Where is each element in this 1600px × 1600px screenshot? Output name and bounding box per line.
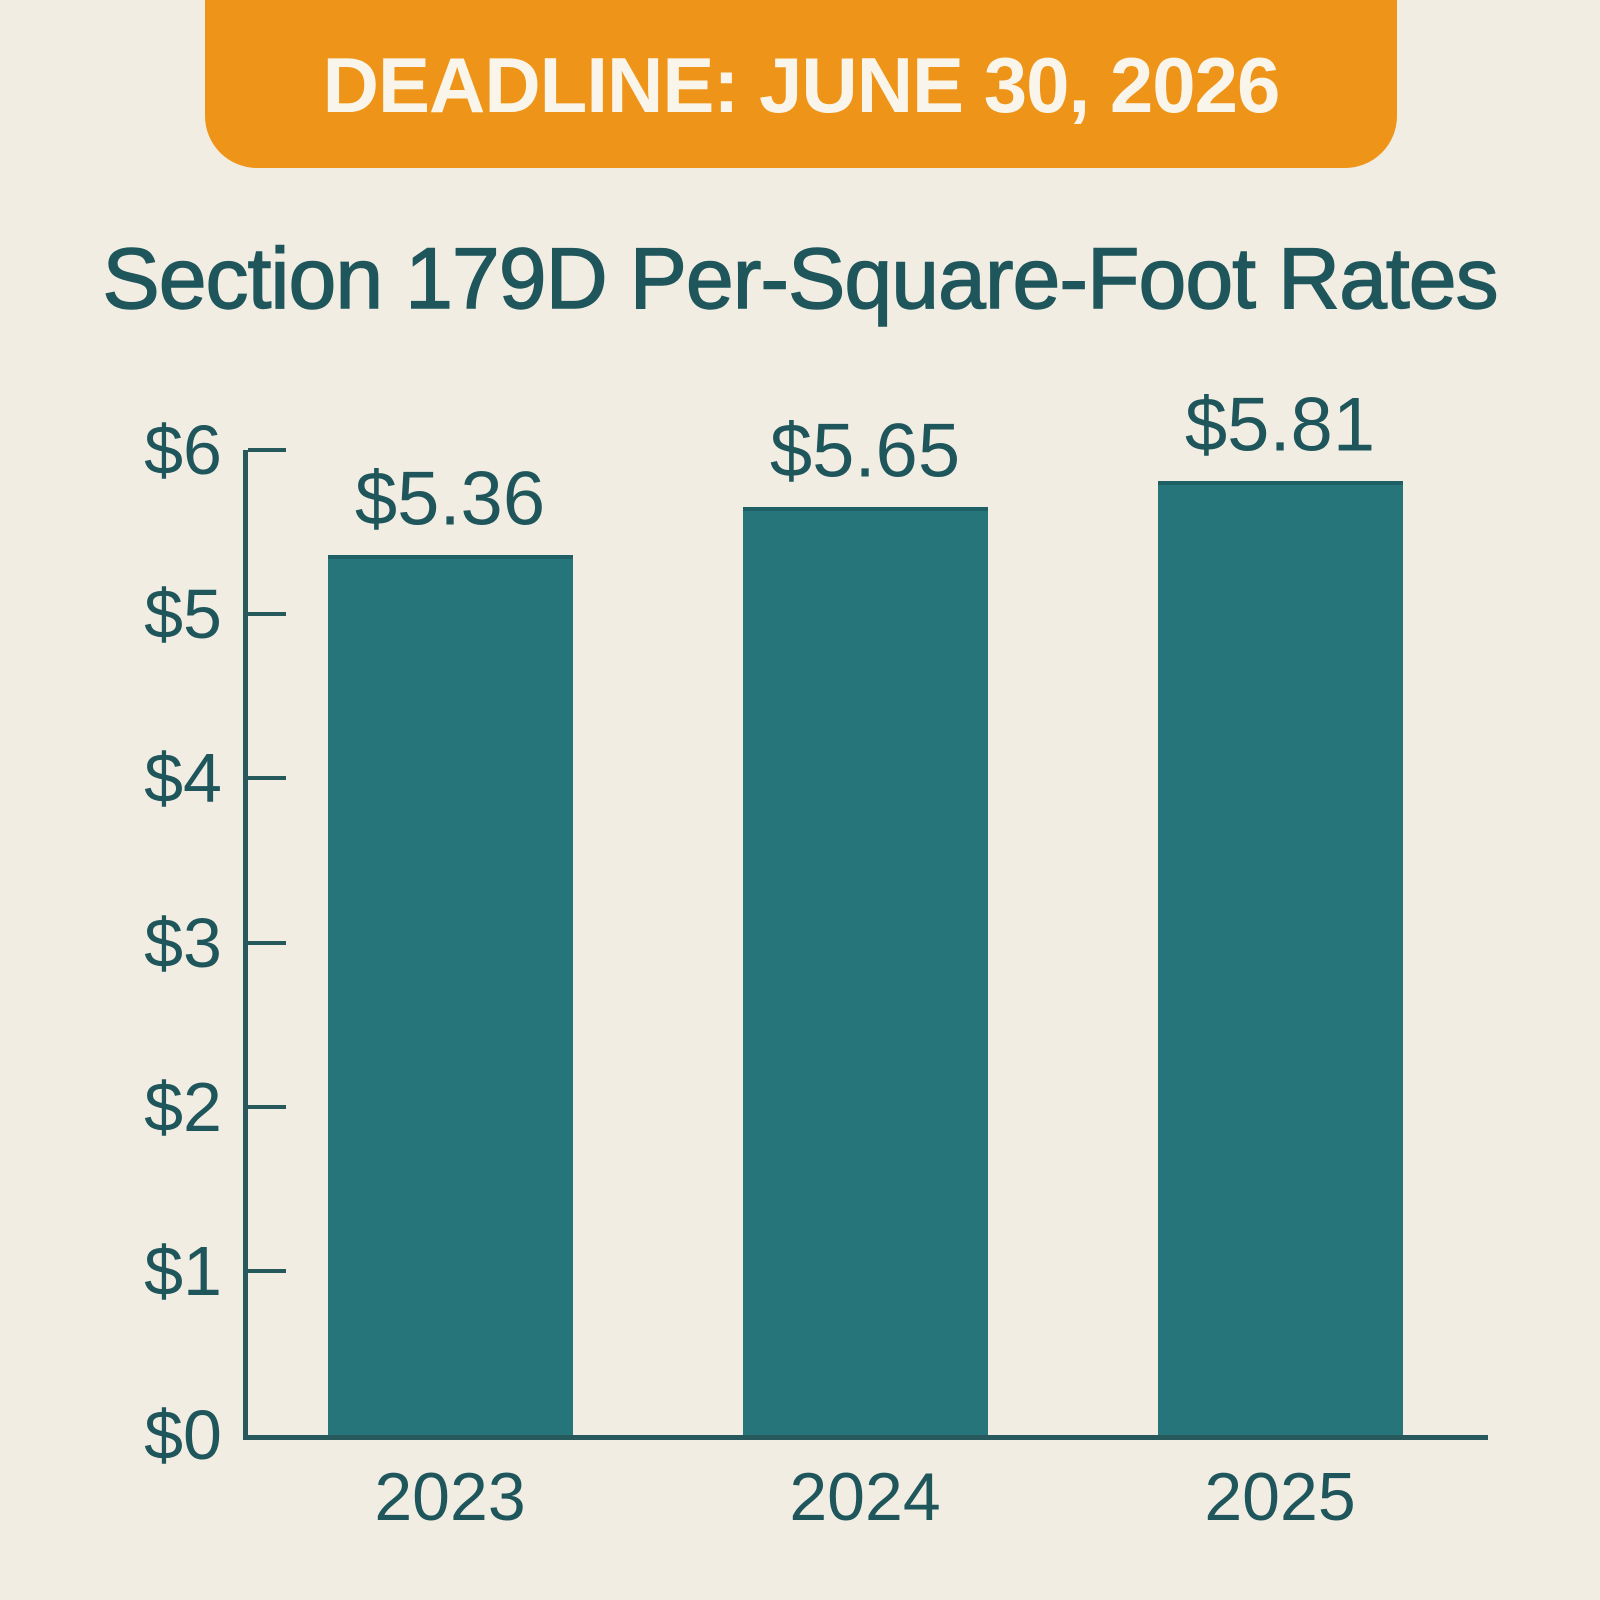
y-tick-mark: [248, 1268, 286, 1273]
plot-area: [243, 450, 1488, 1440]
x-tick-label: 2025: [1204, 1459, 1356, 1535]
y-tick-label: $1: [144, 1231, 222, 1310]
y-tick-mark: [248, 448, 286, 452]
bar-2025: [1157, 481, 1403, 1435]
bar-value-label: $5.65: [769, 408, 961, 494]
bar-value-label: $5.81: [1184, 382, 1376, 468]
y-tick-mark: [248, 612, 286, 617]
bar-2024: [742, 507, 988, 1435]
x-tick-label: 2024: [789, 1459, 941, 1535]
y-tick-label: $0: [144, 1396, 222, 1474]
deadline-banner: DEADLINE: JUNE 30, 2026: [205, 0, 1397, 168]
y-tick-label: $4: [144, 739, 222, 818]
y-tick-mark: [248, 776, 286, 781]
bar-2023: [327, 555, 573, 1435]
x-tick-label: 2023: [374, 1459, 526, 1535]
y-tick-label: $3: [144, 903, 222, 982]
chart-title: Section 179D Per-Square-Foot Rates: [102, 230, 1500, 327]
deadline-banner-text: DEADLINE: JUNE 30, 2026: [322, 41, 1281, 129]
y-tick-label: $6: [144, 411, 222, 489]
y-tick-label: $5: [144, 575, 222, 654]
bar-value-label: $5.36: [354, 456, 546, 542]
y-tick-mark: [248, 940, 286, 945]
y-tick-label: $2: [144, 1067, 222, 1146]
y-tick-mark: [248, 1104, 286, 1109]
